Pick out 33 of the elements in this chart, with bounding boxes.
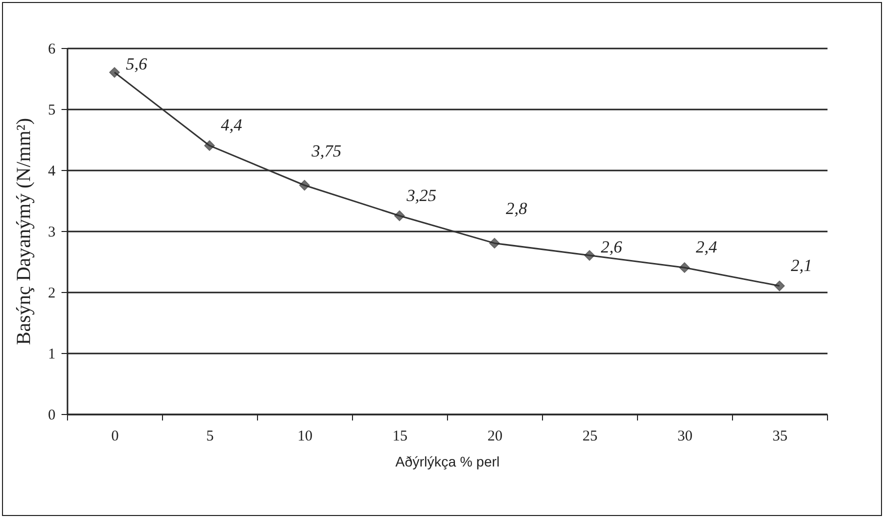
y-tick-label: 1 [48, 346, 56, 362]
data-label: 2,6 [600, 237, 623, 256]
point [584, 250, 595, 261]
point [774, 280, 785, 292]
y-tick-label: 4 [48, 164, 56, 180]
data-label: 3,25 [406, 186, 436, 205]
point [679, 262, 690, 273]
y-axis-title: Basýnç Dayanýmý (N/mm²) [13, 118, 35, 346]
data-label: 3,75 [310, 141, 342, 160]
data-label: 2,1 [790, 256, 812, 275]
data-label: 2,8 [506, 199, 528, 218]
x-tick-label: 20 [488, 428, 502, 444]
x-tick-label: 5 [206, 428, 214, 444]
x-tick-label: 0 [111, 428, 119, 444]
data-label: 4,4 [220, 116, 243, 135]
data-label: 2,4 [696, 238, 718, 257]
x-tick-label: 15 [392, 428, 408, 444]
y-tick-label: 0 [48, 408, 56, 424]
y-tick-label: 2 [48, 286, 56, 302]
point [394, 210, 405, 221]
data-label: 5,6 [126, 54, 148, 74]
x-tick-label: 25 [582, 428, 598, 444]
point [489, 238, 500, 248]
y-tick-label: 3 [48, 224, 56, 240]
point [299, 180, 310, 190]
x-tick-label: 10 [298, 428, 312, 444]
x-tick-label: 35 [772, 428, 788, 444]
y-tick-label: 6 [48, 42, 56, 58]
point [204, 140, 215, 151]
x-axis-title: Aðýrlýkça % perl [395, 454, 500, 470]
y-tick-label: 5 [48, 102, 56, 118]
point [109, 67, 120, 78]
x-tick-label: 30 [678, 428, 692, 444]
